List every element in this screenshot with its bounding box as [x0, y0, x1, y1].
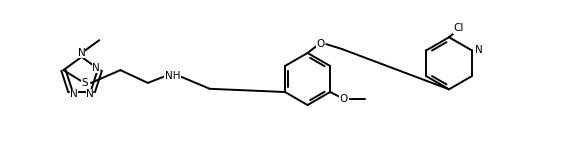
Text: N: N	[475, 45, 483, 55]
Text: NH: NH	[164, 71, 180, 81]
Text: O: O	[340, 94, 348, 104]
Text: S: S	[82, 78, 88, 88]
Text: Cl: Cl	[454, 23, 464, 33]
Text: N: N	[78, 48, 86, 58]
Text: N: N	[92, 63, 100, 73]
Text: O: O	[316, 39, 324, 49]
Text: N: N	[70, 89, 78, 100]
Text: N: N	[86, 89, 94, 100]
